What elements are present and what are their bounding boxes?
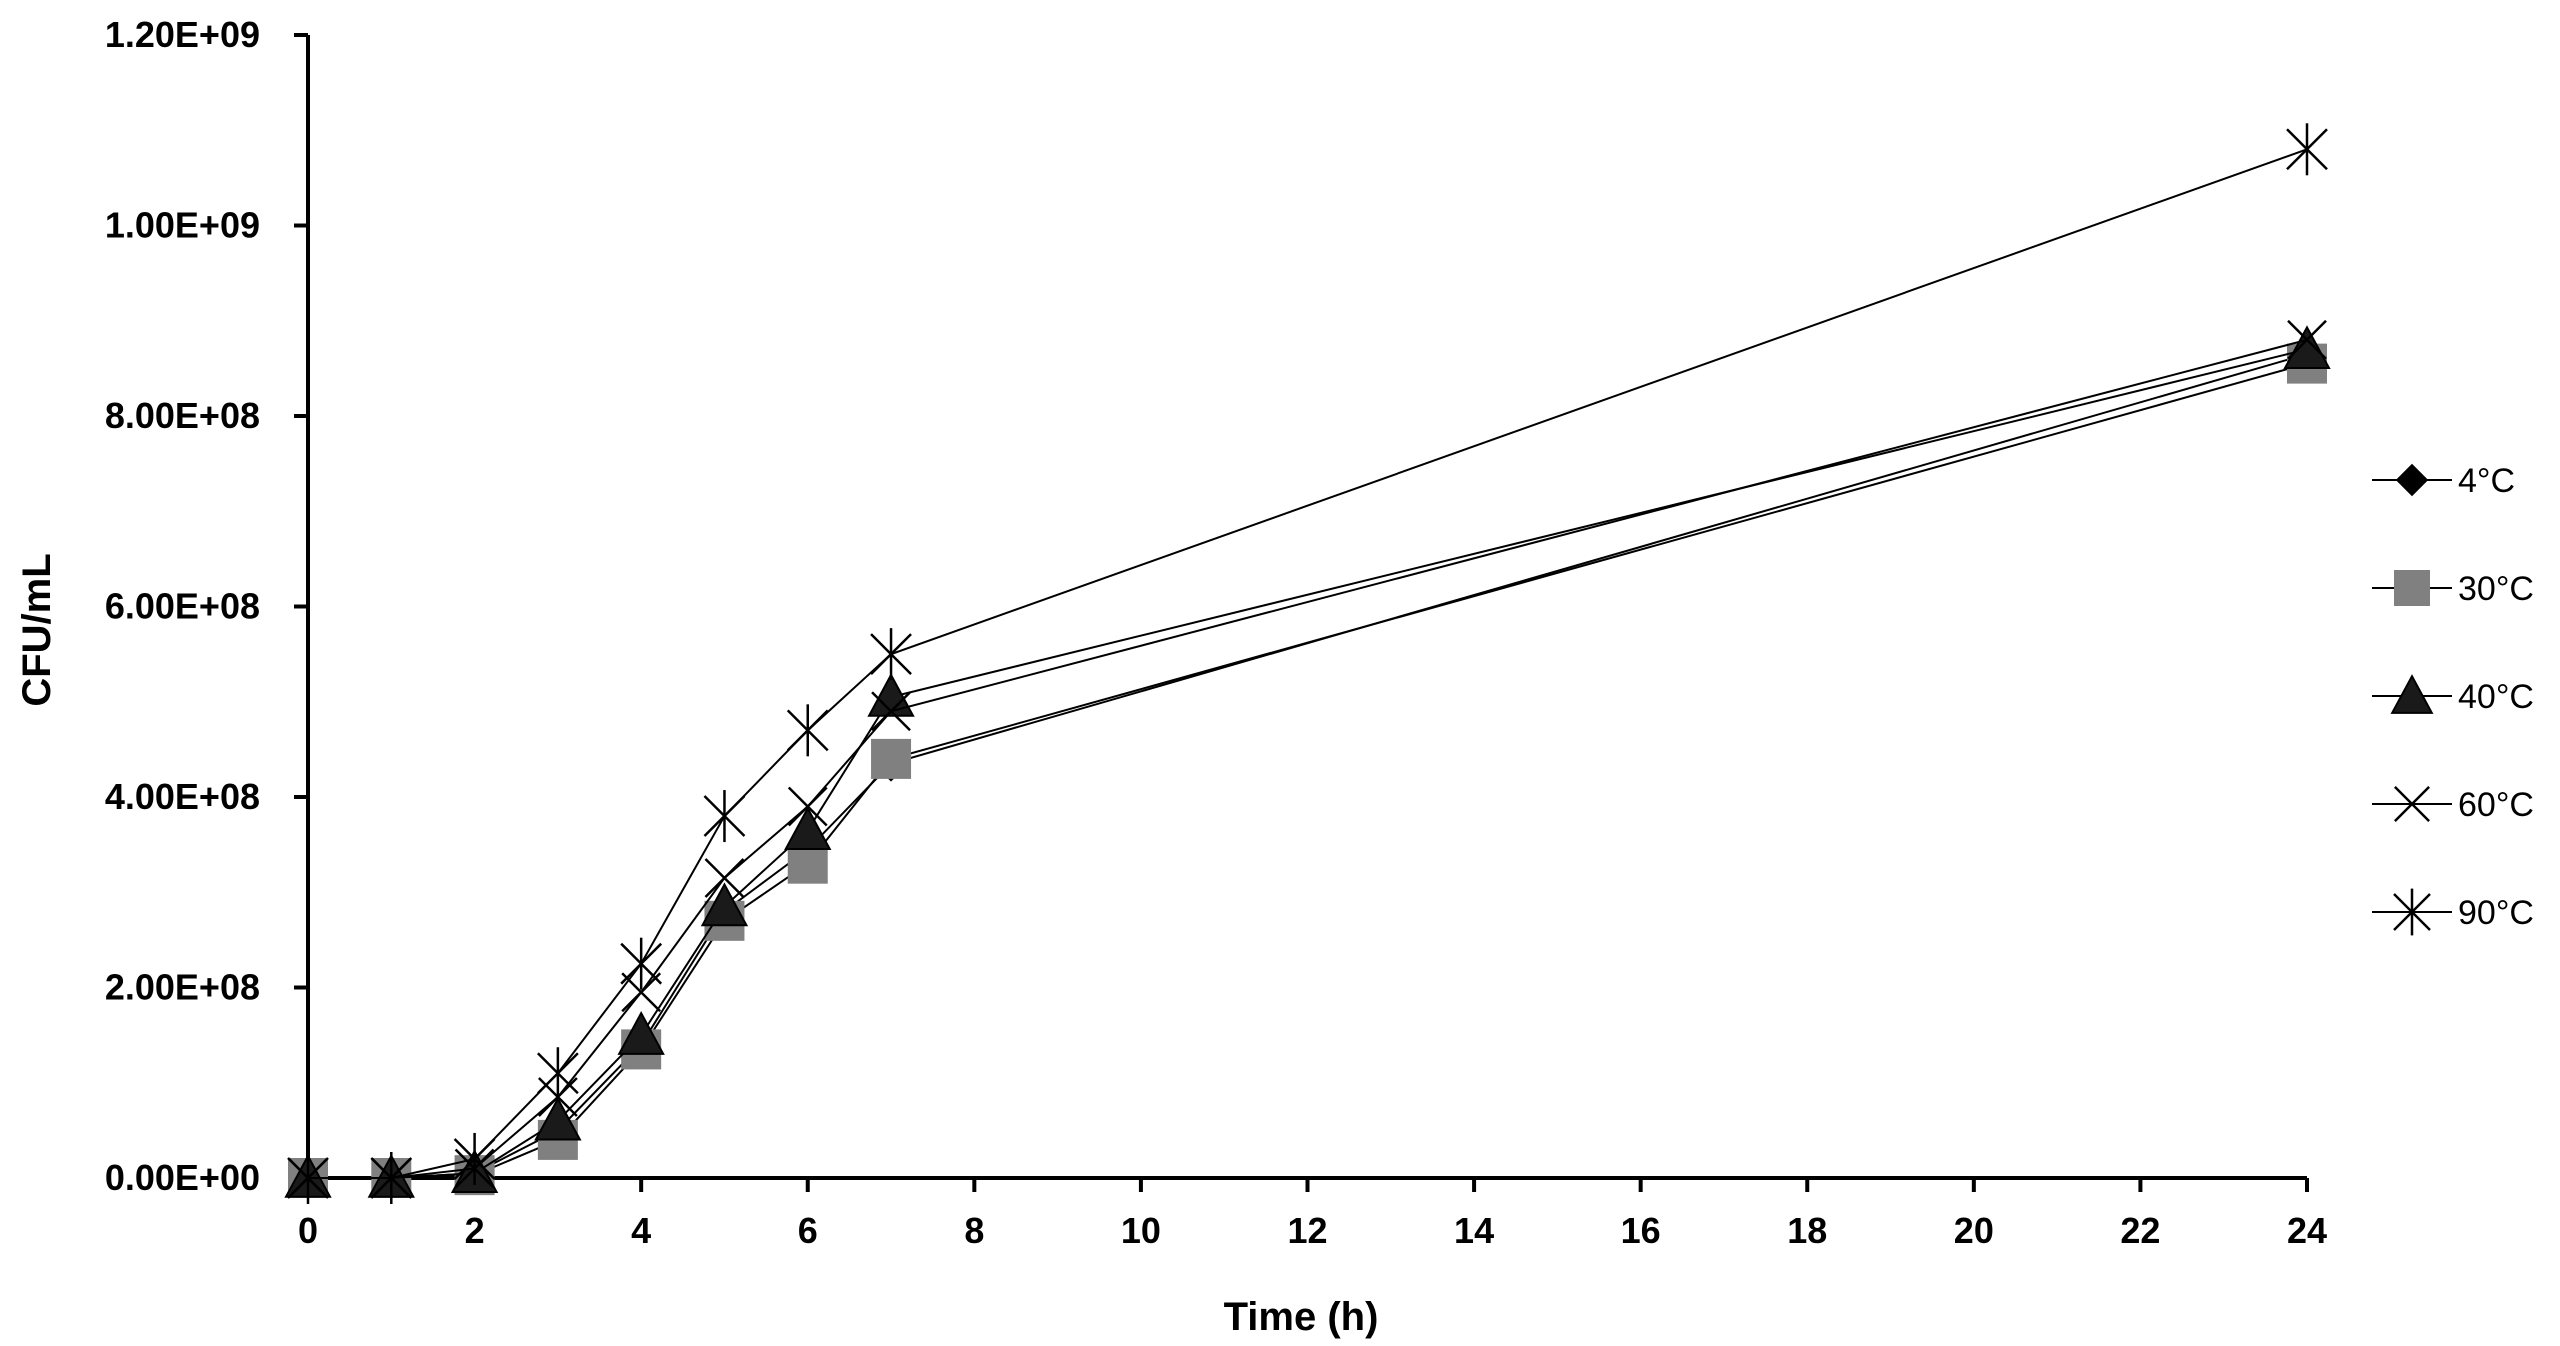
- series-line: [308, 148, 2308, 1179]
- data-point: [703, 790, 746, 843]
- data-point: [871, 691, 911, 732]
- data-point: [2393, 888, 2431, 936]
- y-tick-label: 8.00E+08: [105, 395, 260, 436]
- y-tick-label: 1.00E+09: [105, 205, 260, 246]
- x-tick-label: 18: [1787, 1210, 1827, 1251]
- data-point: [2283, 325, 2331, 370]
- y-tick-label: 2.00E+08: [105, 967, 260, 1008]
- legend-label: 90°C: [2458, 894, 2534, 932]
- legend-label: 30°C: [2458, 570, 2534, 608]
- x-tick-label: 0: [298, 1210, 318, 1251]
- x-tick-label: 6: [798, 1210, 818, 1251]
- y-axis-title: CFU/mL: [15, 553, 59, 706]
- data-point: [287, 1152, 329, 1204]
- legend-item: 90°C: [2372, 888, 2534, 936]
- series-2: [284, 325, 2331, 1198]
- series-1: [288, 343, 2327, 1198]
- data-point: [870, 628, 912, 681]
- legend-item: 30°C: [2372, 570, 2534, 608]
- series-4: [287, 123, 2328, 1204]
- y-tick-label: 0.00E+00: [105, 1157, 260, 1198]
- data-point: [2390, 674, 2434, 714]
- x-tick-label: 4: [631, 1210, 651, 1251]
- data-point: [2395, 463, 2429, 497]
- x-tick-label: 10: [1121, 1210, 1161, 1251]
- x-axis-title: Time (h): [1224, 1295, 1379, 1339]
- data-point: [784, 806, 832, 851]
- y-tick-label: 1.20E+09: [105, 14, 260, 55]
- data-point: [2394, 570, 2430, 606]
- data-point: [453, 1132, 496, 1185]
- x-tick-label: 14: [1454, 1210, 1494, 1251]
- y-tick-label: 6.00E+08: [105, 586, 260, 627]
- legend-label: 40°C: [2458, 678, 2534, 716]
- legend-label: 4°C: [2458, 462, 2515, 500]
- series-0: [290, 336, 2325, 1196]
- data-point: [700, 882, 749, 927]
- legend-item: 40°C: [2372, 674, 2534, 716]
- data-point: [787, 786, 828, 827]
- data-point: [620, 937, 663, 990]
- x-tick-label: 8: [964, 1210, 984, 1251]
- series-3: [288, 319, 2327, 1198]
- data-point: [704, 858, 745, 898]
- legend-item: 60°C: [2372, 786, 2534, 824]
- legend-label: 60°C: [2458, 786, 2534, 824]
- x-tick-label: 2: [465, 1210, 485, 1251]
- data-point: [617, 1011, 665, 1055]
- series-layer: [284, 123, 2331, 1204]
- series-line: [308, 362, 2308, 1179]
- data-point: [2286, 123, 2328, 176]
- x-tick-label: 24: [2287, 1210, 2327, 1251]
- x-tick-label: 12: [1287, 1210, 1327, 1251]
- x-tick-label: 22: [2120, 1210, 2160, 1251]
- x-tick-label: 16: [1621, 1210, 1661, 1251]
- data-point: [2287, 319, 2327, 360]
- data-point: [534, 1096, 582, 1141]
- data-point: [867, 672, 915, 717]
- data-point: [536, 1047, 579, 1100]
- series-line: [308, 353, 2308, 1179]
- x-tick-label: 20: [1954, 1210, 1994, 1251]
- series-line: [308, 348, 2308, 1179]
- data-point: [370, 1152, 413, 1204]
- legend-item: 4°C: [2372, 462, 2515, 500]
- data-point: [2394, 786, 2430, 822]
- axes: 0.00E+00 2.00E+08 4.00E+08 6.00E+08 8.00E+08…: [105, 14, 2327, 1251]
- data-point: [786, 704, 829, 757]
- y-tick-label: 4.00E+08: [105, 776, 260, 817]
- data-point: [871, 738, 912, 779]
- data-point: [787, 843, 828, 884]
- legend: 4°C 30°C 40°C 60°C 90°C: [2372, 462, 2534, 936]
- series-line: [308, 338, 2308, 1179]
